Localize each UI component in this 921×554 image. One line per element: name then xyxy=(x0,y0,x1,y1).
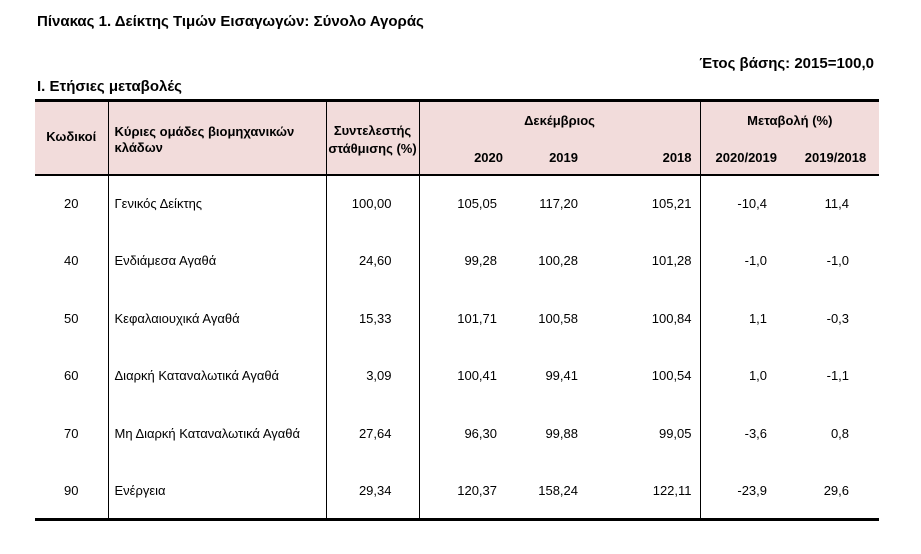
row-code: 60 xyxy=(35,347,109,405)
row-weight: 27,64 xyxy=(326,404,420,462)
row-name: Διαρκή Καταναλωτικά Αγαθά xyxy=(108,347,327,405)
row-change-2020-2019: -23,9 xyxy=(700,462,793,521)
row-name: Ενδιάμεσα Αγαθά xyxy=(108,232,327,290)
header-codes: Κωδικοί xyxy=(35,99,109,176)
row-name: Μη Διαρκή Καταναλωτικά Αγαθά xyxy=(108,404,327,462)
header-year-2018: 2018 xyxy=(606,137,701,176)
table-row: 90 Ενέργεια 29,34 120,37 158,24 122,11 -… xyxy=(35,462,880,521)
row-weight: 24,60 xyxy=(326,232,420,290)
section-heading: Ι. Ετήσιες μεταβολές xyxy=(37,78,182,95)
row-value-2018: 105,21 xyxy=(606,174,701,232)
row-change-2020-2019: -3,6 xyxy=(744,425,768,441)
row-value-2018: 101,28 xyxy=(606,232,701,290)
row-change-2019-2018: -1,1 xyxy=(826,368,850,384)
row-change-2019-2018: -0,3 xyxy=(826,310,850,326)
row-name: Ενέργεια xyxy=(108,462,327,521)
row-change-2020-2019: 1,1 xyxy=(748,310,768,326)
base-year-note: Έτος βάσης: 2015=100,0 xyxy=(699,55,874,72)
row-change-2019-2018: -1,0 xyxy=(826,253,850,269)
row-change-2019-2018: 11,4 xyxy=(824,196,850,212)
row-value-2020: 120,37 xyxy=(419,462,511,521)
row-code: 50 xyxy=(35,289,109,347)
row-value-2019: 100,28 xyxy=(538,253,578,269)
row-code: 70 xyxy=(35,404,109,462)
row-value-2019: 99,88 xyxy=(545,425,578,441)
header-change-2020-2019: 2020/2019 xyxy=(700,137,793,176)
header-weight-line2: στάθμισης (%) xyxy=(328,141,417,156)
header-weight-line1: Συντελεστής xyxy=(333,123,412,138)
row-code: 90 xyxy=(35,462,109,521)
row-value-2020: 100,41 xyxy=(457,368,497,384)
row-value-2020: 96,30 xyxy=(464,425,497,441)
header-december: Δεκέμβριος xyxy=(419,99,701,138)
table-row: 70 Μη Διαρκή Καταναλωτικά Αγαθά 27,64 96… xyxy=(35,404,879,462)
row-value-2019: 99,41 xyxy=(545,368,578,384)
row-change-2020-2019: 1,0 xyxy=(748,368,768,384)
row-value-2019: 158,24 xyxy=(511,462,606,521)
header-weight: Συντελεστής στάθμισης (%) xyxy=(326,99,420,176)
table-row: 40 Ενδιάμεσα Αγαθά 24,60 99,28 100,28 10… xyxy=(35,232,879,290)
row-weight: 29,34 xyxy=(326,462,420,521)
header-change: Μεταβολή (%) xyxy=(700,99,880,138)
header-change-2019-2018: 2019/2018 xyxy=(792,137,880,176)
row-value-2019: 100,58 xyxy=(538,310,578,326)
row-value-2020: 105,05 xyxy=(457,196,497,212)
header-year-2020: 2020 xyxy=(419,137,511,176)
row-weight: 15,33 xyxy=(326,289,420,347)
row-code: 40 xyxy=(35,232,109,290)
header-year-2019: 2019 xyxy=(511,137,606,176)
table-row: 50 Κεφαλαιουχικά Αγαθά 15,33 101,71 100,… xyxy=(35,289,879,347)
row-value-2018: 100,84 xyxy=(606,289,701,347)
row-change-2019-2018: 29,6 xyxy=(792,462,880,521)
row-value-2018: 99,05 xyxy=(606,404,701,462)
row-change-2020-2019: -10,4 xyxy=(737,196,768,212)
row-weight: 3,09 xyxy=(326,347,420,405)
row-value-2020: 99,28 xyxy=(464,253,497,269)
row-name: Κεφαλαιουχικά Αγαθά xyxy=(108,289,327,347)
table-row: 20 Γενικός Δείκτης 100,00 105,05 117,20 … xyxy=(35,174,879,232)
header-groups: Κύριες ομάδες βιομηχανικών κλάδων xyxy=(108,99,327,176)
row-change-2019-2018: 0,8 xyxy=(830,425,850,441)
table-row: 60 Διαρκή Καταναλωτικά Αγαθά 3,09 100,41… xyxy=(35,347,879,405)
row-value-2019: 117,20 xyxy=(539,196,578,212)
row-change-2020-2019: -1,0 xyxy=(744,253,768,269)
row-weight: 100,00 xyxy=(326,174,420,232)
row-code: 20 xyxy=(35,174,109,232)
row-name: Γενικός Δείκτης xyxy=(108,174,327,232)
row-value-2018: 100,54 xyxy=(606,347,701,405)
import-price-index-table: Κωδικοί Κύριες ομάδες βιομηχανικών κλάδω… xyxy=(35,99,880,521)
row-value-2018: 122,11 xyxy=(606,462,701,521)
row-value-2020: 101,71 xyxy=(457,310,497,326)
table-title: Πίνακας 1. Δείκτης Τιμών Εισαγωγών: Σύνο… xyxy=(37,13,424,30)
